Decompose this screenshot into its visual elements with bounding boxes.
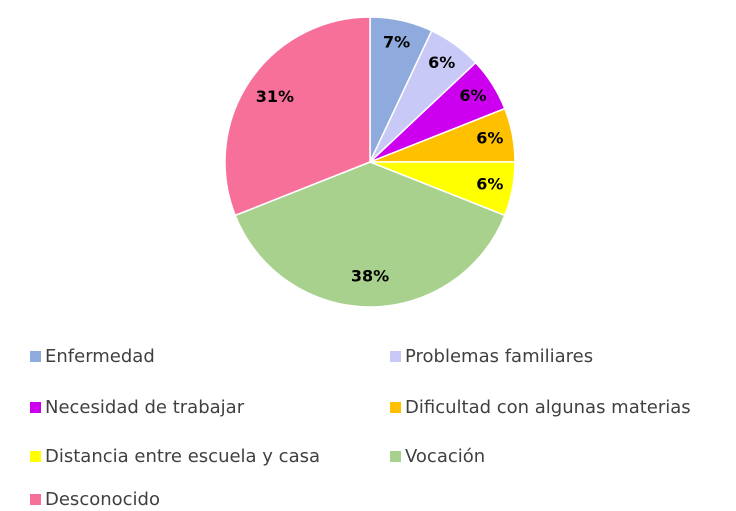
legend-swatch bbox=[390, 351, 401, 362]
legend-label: Enfermedad bbox=[45, 346, 155, 367]
legend-label: Problemas familiares bbox=[405, 346, 593, 367]
data-label: 6% bbox=[459, 86, 486, 105]
data-label: 31% bbox=[256, 87, 294, 106]
data-label: 6% bbox=[476, 129, 503, 148]
legend-label: Necesidad de trabajar bbox=[45, 397, 245, 418]
data-label: 38% bbox=[351, 267, 389, 286]
legend-label: Vocación bbox=[405, 446, 485, 467]
legend-swatch bbox=[30, 494, 41, 505]
legend-swatch bbox=[30, 351, 41, 362]
legend-label: Dificultad con algunas materias bbox=[405, 397, 691, 418]
legend-swatch bbox=[390, 402, 401, 413]
pie-slice bbox=[234, 161, 506, 308]
legend-swatch bbox=[390, 451, 401, 462]
data-label: 6% bbox=[476, 174, 503, 193]
data-label: 6% bbox=[428, 53, 455, 72]
legend-swatch bbox=[30, 451, 41, 462]
data-label: 7% bbox=[383, 32, 410, 51]
legend-label: Desconocido bbox=[45, 489, 160, 510]
legend-label: Distancia entre escuela y casa bbox=[45, 446, 320, 467]
pie-slice bbox=[224, 16, 371, 217]
legend-swatch bbox=[30, 402, 41, 413]
